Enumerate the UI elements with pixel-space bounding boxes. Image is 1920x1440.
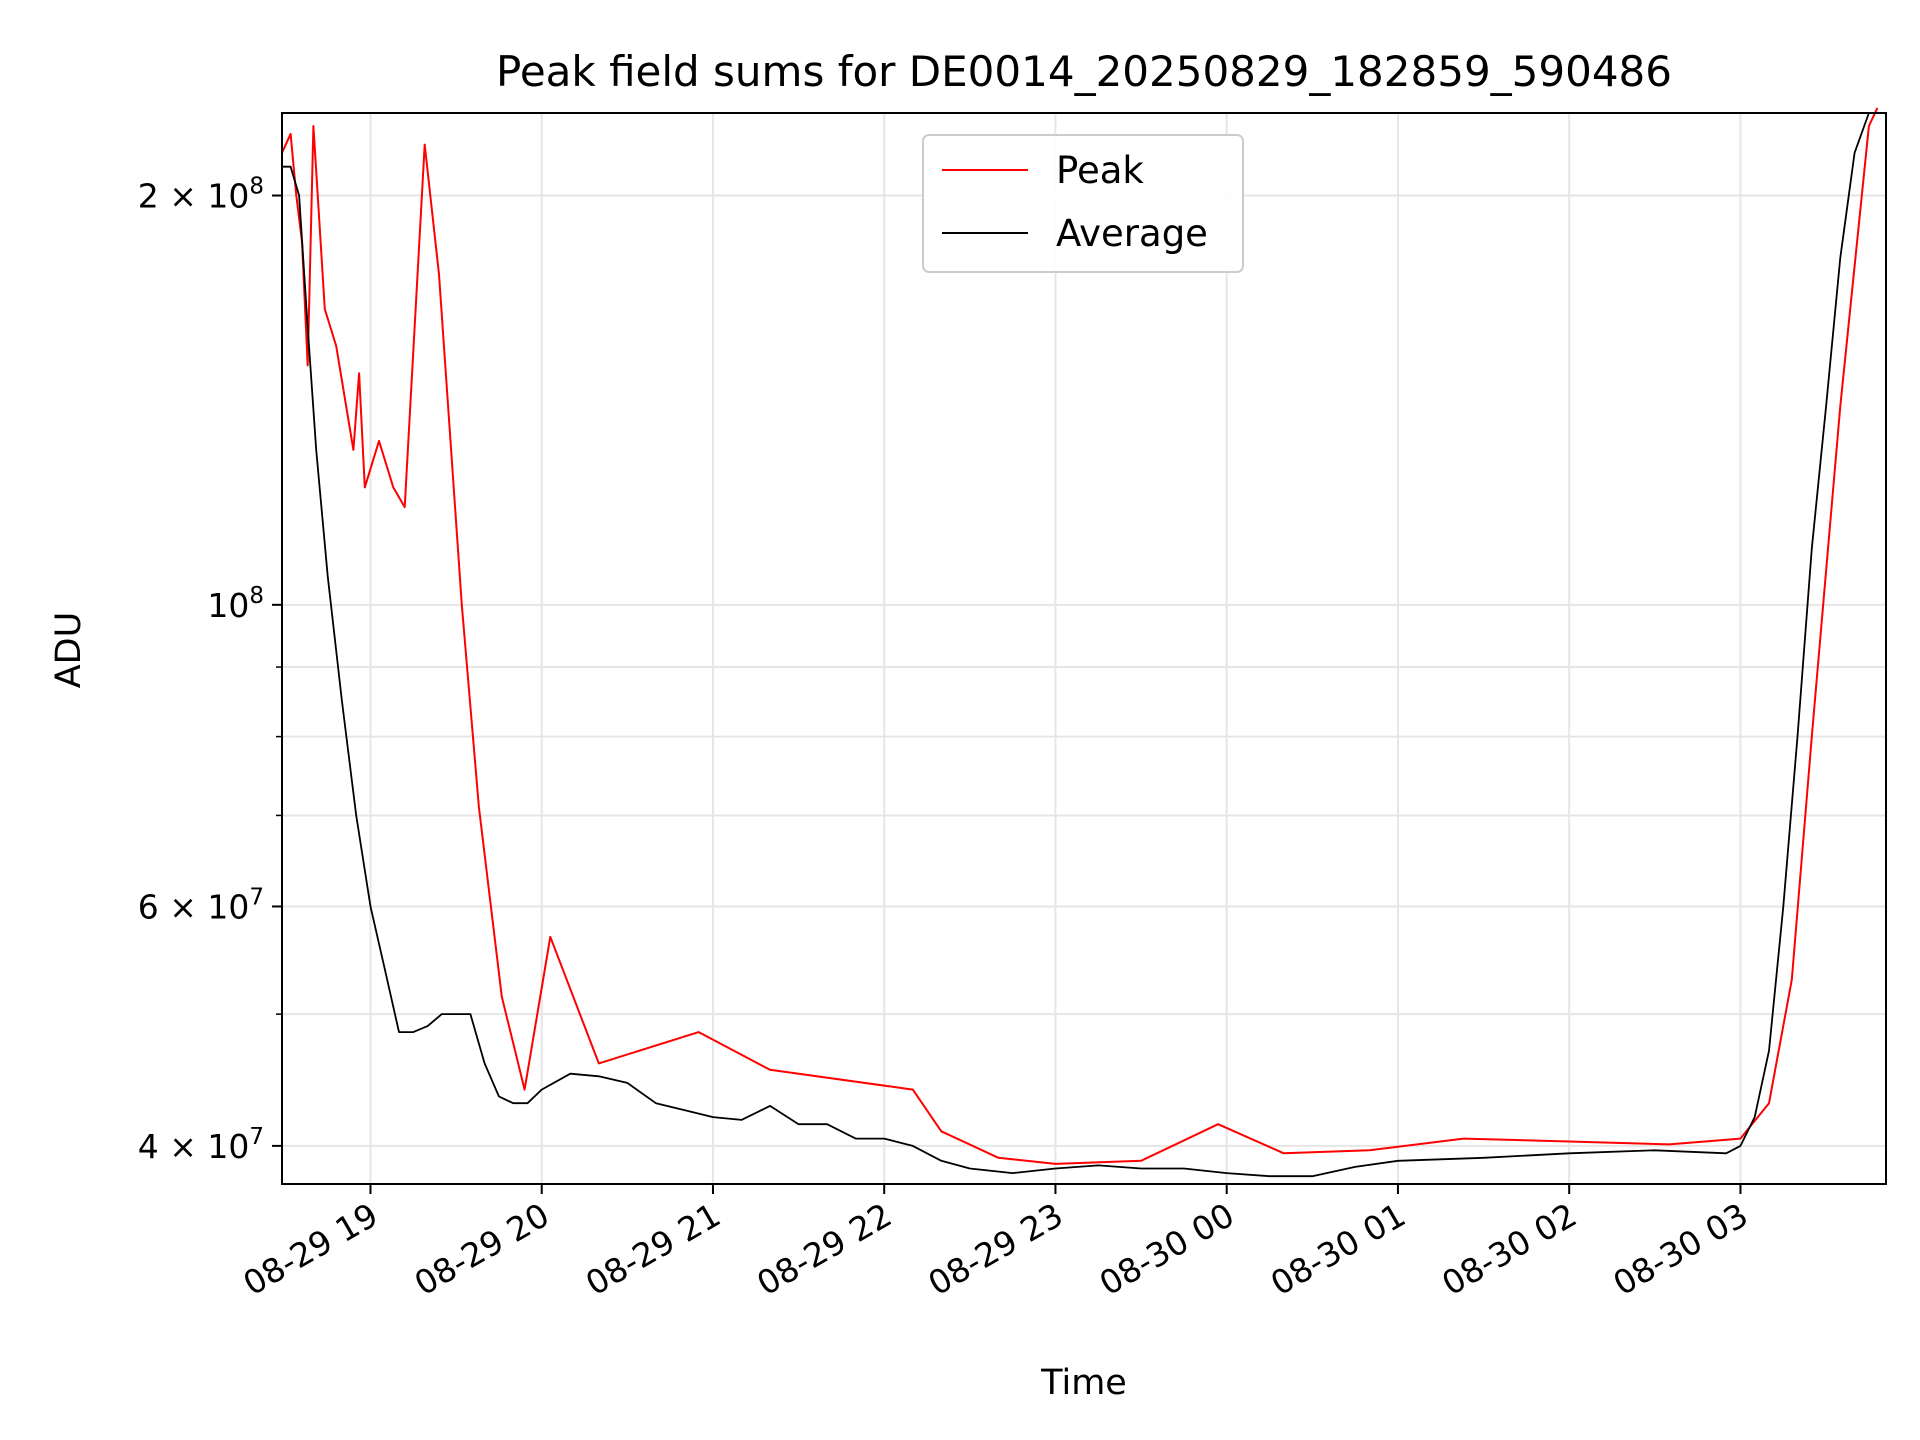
- series-line-average: [282, 112, 1878, 1178]
- y-tick-label: 6 × 107: [138, 884, 264, 926]
- y-axis-label: ADU: [49, 612, 89, 689]
- grid: [282, 113, 1886, 1184]
- y-tick-label: 4 × 107: [138, 1124, 264, 1166]
- series-line-peak: [281, 107, 1879, 1165]
- axes-frame: [281, 112, 1887, 1185]
- series-layer: [281, 107, 1879, 1178]
- legend-label-peak: Peak: [1056, 149, 1144, 192]
- legend: Peak Average: [922, 134, 1244, 273]
- y-tick-label: 2 × 108: [138, 174, 264, 216]
- chart-title: Peak field sums for DE0014_20250829_1828…: [496, 47, 1672, 96]
- legend-label-average: Average: [1056, 212, 1208, 255]
- x-axis-label: Time: [1040, 1363, 1127, 1403]
